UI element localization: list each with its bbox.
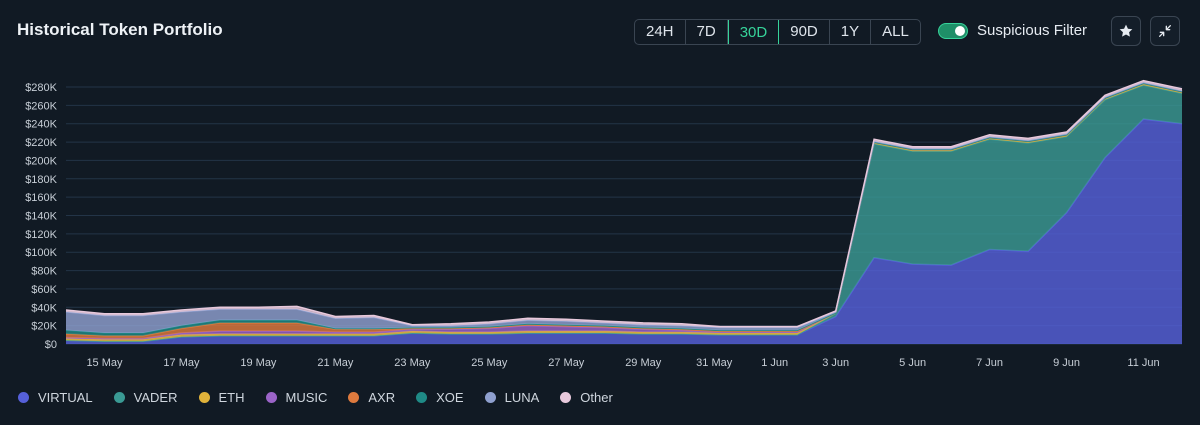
y-tick-label: $240K bbox=[25, 119, 57, 131]
toggle-knob bbox=[955, 25, 965, 36]
range-90d-button[interactable]: 90D bbox=[779, 20, 830, 44]
x-tick-label: 9 Jun bbox=[1053, 357, 1080, 369]
x-tick-label: 27 May bbox=[548, 357, 585, 369]
y-tick-label: $120K bbox=[25, 229, 57, 241]
y-tick-label: $140K bbox=[25, 211, 57, 223]
y-tick-label: $100K bbox=[25, 247, 57, 259]
legend-label: Other bbox=[580, 390, 613, 405]
legend-item-axr[interactable]: AXR bbox=[348, 390, 395, 405]
legend-label: LUNA bbox=[504, 390, 540, 405]
favorite-button[interactable] bbox=[1111, 16, 1141, 46]
x-tick-label: 19 May bbox=[240, 357, 277, 369]
y-tick-label: $60K bbox=[31, 284, 57, 296]
legend-label: AXR bbox=[368, 390, 396, 405]
time-range-selector: 24H 7D 30D 90D 1Y ALL bbox=[634, 19, 921, 45]
page-title: Historical Token Portfolio bbox=[17, 20, 223, 39]
legend-item-virtual[interactable]: VIRTUAL bbox=[18, 390, 93, 405]
x-tick-label: 21 May bbox=[317, 357, 354, 369]
x-tick-label: 1 Jun bbox=[761, 357, 788, 369]
legend-dot bbox=[113, 392, 125, 403]
y-tick-label: $280K bbox=[25, 82, 57, 94]
y-tick-label: $20K bbox=[31, 321, 57, 333]
x-tick-label: 23 May bbox=[394, 357, 431, 369]
area-vader bbox=[66, 85, 1182, 342]
x-tick-label: 15 May bbox=[86, 357, 123, 369]
portfolio-chart: $0 $20K $40K $60K $80K $100K $120K $140K $160K $1… bbox=[25, 79, 1183, 369]
range-24h-button[interactable]: 24H bbox=[635, 20, 686, 44]
legend-dot bbox=[265, 392, 277, 403]
chart-legend: VIRTUAL VADER ETH MUSIC AXR XOE LUNA Other bbox=[18, 390, 634, 405]
legend-dot bbox=[484, 392, 496, 403]
x-tick-label: 31 May bbox=[696, 357, 733, 369]
legend-label: VIRTUAL bbox=[38, 390, 93, 405]
y-tick-label: $80K bbox=[31, 266, 57, 278]
y-tick-label: $0 bbox=[45, 339, 57, 351]
range-7d-button[interactable]: 7D bbox=[686, 20, 728, 44]
legend-dot bbox=[348, 392, 360, 403]
range-all-button[interactable]: ALL bbox=[871, 20, 920, 44]
y-tick-label: $180K bbox=[25, 174, 57, 186]
legend-label: MUSIC bbox=[285, 390, 328, 405]
collapse-icon bbox=[1159, 25, 1171, 37]
legend-dot bbox=[198, 392, 210, 403]
y-tick-label: $40K bbox=[31, 302, 57, 314]
x-tick-label: 25 May bbox=[471, 357, 508, 369]
area-virtual bbox=[66, 119, 1182, 344]
legend-label: VADER bbox=[133, 390, 178, 405]
collapse-button[interactable] bbox=[1150, 16, 1180, 46]
legend-label: ETH bbox=[218, 390, 245, 405]
legend-label: XOE bbox=[436, 390, 464, 405]
suspicious-filter-label: Suspicious Filter bbox=[977, 22, 1088, 39]
y-tick-label: $200K bbox=[25, 155, 57, 167]
legend-item-other[interactable]: Other bbox=[560, 390, 613, 405]
x-tick-label: 11 Jun bbox=[1127, 357, 1159, 369]
legend-dot bbox=[18, 392, 29, 403]
x-tick-label: 3 Jun bbox=[822, 357, 849, 369]
y-tick-label: $220K bbox=[25, 137, 57, 149]
x-tick-label: 29 May bbox=[625, 357, 662, 369]
legend-dot bbox=[560, 392, 572, 403]
legend-item-luna[interactable]: LUNA bbox=[484, 390, 540, 405]
y-tick-label: $160K bbox=[25, 192, 57, 204]
legend-dot bbox=[416, 392, 428, 403]
suspicious-filter-toggle[interactable] bbox=[938, 22, 968, 39]
legend-item-xoe[interactable]: XOE bbox=[416, 390, 464, 405]
suspicious-filter: Suspicious Filter bbox=[938, 22, 1087, 39]
legend-item-music[interactable]: MUSIC bbox=[265, 390, 328, 405]
line-other bbox=[65, 79, 1183, 328]
star-icon bbox=[1119, 24, 1133, 37]
x-tick-label: 17 May bbox=[163, 357, 200, 369]
range-30d-button[interactable]: 30D bbox=[727, 20, 780, 44]
legend-item-eth[interactable]: ETH bbox=[198, 390, 245, 405]
legend-item-vader[interactable]: VADER bbox=[113, 390, 178, 405]
y-tick-label: $260K bbox=[25, 100, 57, 112]
x-tick-label: 5 Jun bbox=[899, 357, 926, 369]
x-tick-label: 7 Jun bbox=[976, 357, 1003, 369]
range-1y-button[interactable]: 1Y bbox=[830, 20, 872, 44]
